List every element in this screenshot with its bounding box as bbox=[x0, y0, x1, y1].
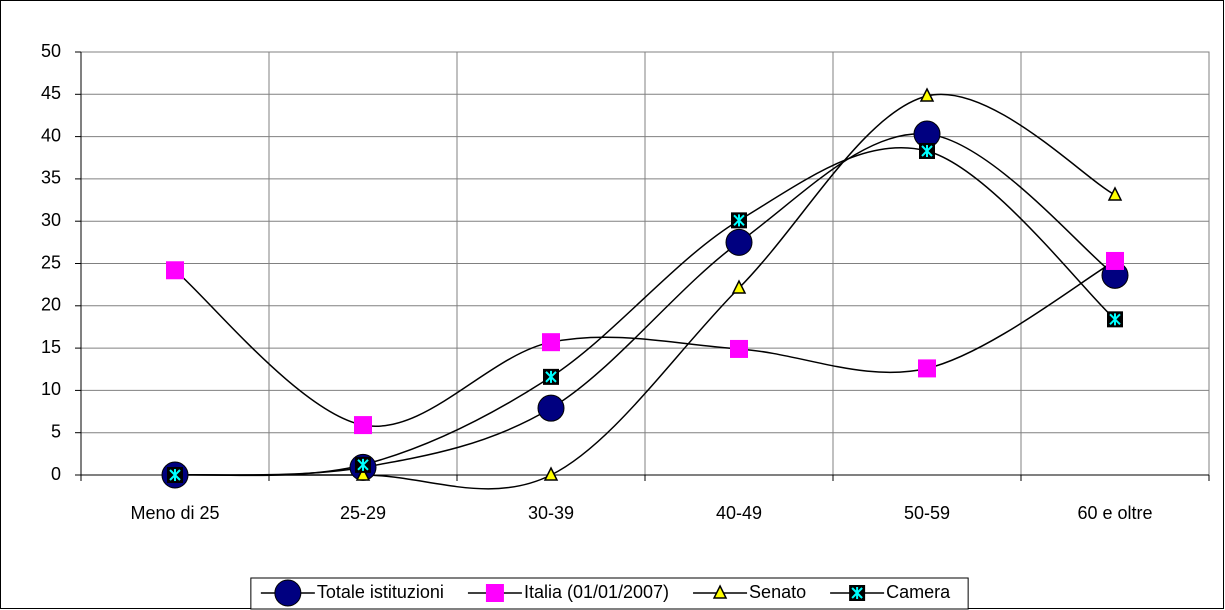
marker bbox=[542, 333, 560, 352]
y-tick-label: 40 bbox=[41, 125, 61, 145]
marker bbox=[1106, 251, 1124, 270]
x-tick-label: 30-39 bbox=[528, 503, 574, 523]
marker-star bbox=[545, 370, 557, 383]
legend-item: Totale istituzioni bbox=[260, 579, 444, 607]
legend-item: Senato bbox=[693, 582, 806, 602]
marker bbox=[730, 339, 748, 358]
y-tick-label: 5 bbox=[51, 421, 61, 441]
marker-star bbox=[357, 458, 369, 471]
legend-label: Senato bbox=[749, 582, 806, 602]
legend-item: Italia (01/01/2007) bbox=[467, 582, 669, 602]
y-tick-label: 50 bbox=[41, 41, 61, 61]
marker bbox=[919, 87, 935, 102]
marker bbox=[167, 467, 183, 483]
marker bbox=[274, 579, 302, 607]
marker bbox=[543, 368, 559, 385]
marker bbox=[355, 466, 371, 481]
marker bbox=[731, 212, 747, 229]
x-tick-label: Meno di 25 bbox=[130, 503, 219, 523]
marker bbox=[731, 279, 747, 294]
marker bbox=[485, 584, 504, 602]
marker-star bbox=[169, 469, 181, 481]
series-line bbox=[174, 260, 1116, 428]
marker bbox=[354, 416, 372, 435]
x-tick-label: 60 e oltre bbox=[1077, 503, 1152, 523]
marker-star bbox=[733, 214, 745, 227]
x-tick-label: 50-59 bbox=[904, 503, 950, 523]
y-tick-label: 20 bbox=[41, 295, 61, 315]
marker-star bbox=[921, 144, 933, 157]
legend: Totale istituzioni Italia (01/01/2007) Sen… bbox=[250, 577, 969, 610]
marker bbox=[355, 456, 371, 473]
y-tick-label: 15 bbox=[41, 337, 61, 357]
marker bbox=[919, 142, 935, 159]
x-tick-label: 40-49 bbox=[716, 503, 762, 523]
legend-label: Totale istituzioni bbox=[317, 582, 444, 602]
y-tick-label: 25 bbox=[41, 252, 61, 272]
legend-label: Camera bbox=[886, 582, 951, 602]
y-tick-label: 35 bbox=[41, 168, 61, 188]
marker bbox=[543, 466, 559, 481]
legend-item: Camera bbox=[830, 582, 951, 602]
y-tick-label: 30 bbox=[41, 210, 61, 230]
y-tick-label: 10 bbox=[41, 379, 61, 399]
marker bbox=[918, 359, 936, 378]
marker bbox=[1107, 311, 1123, 328]
marker bbox=[537, 394, 565, 422]
marker bbox=[849, 585, 866, 601]
marker-star bbox=[851, 587, 863, 599]
marker-star bbox=[1109, 313, 1121, 326]
marker bbox=[712, 584, 728, 599]
marker bbox=[166, 261, 184, 280]
marker bbox=[725, 228, 753, 256]
x-tick-label: 25-29 bbox=[340, 503, 386, 523]
y-tick-label: 0 bbox=[51, 464, 61, 484]
y-tick-label: 45 bbox=[41, 83, 61, 103]
marker bbox=[1107, 186, 1123, 201]
legend-label: Italia (01/01/2007) bbox=[524, 582, 669, 602]
